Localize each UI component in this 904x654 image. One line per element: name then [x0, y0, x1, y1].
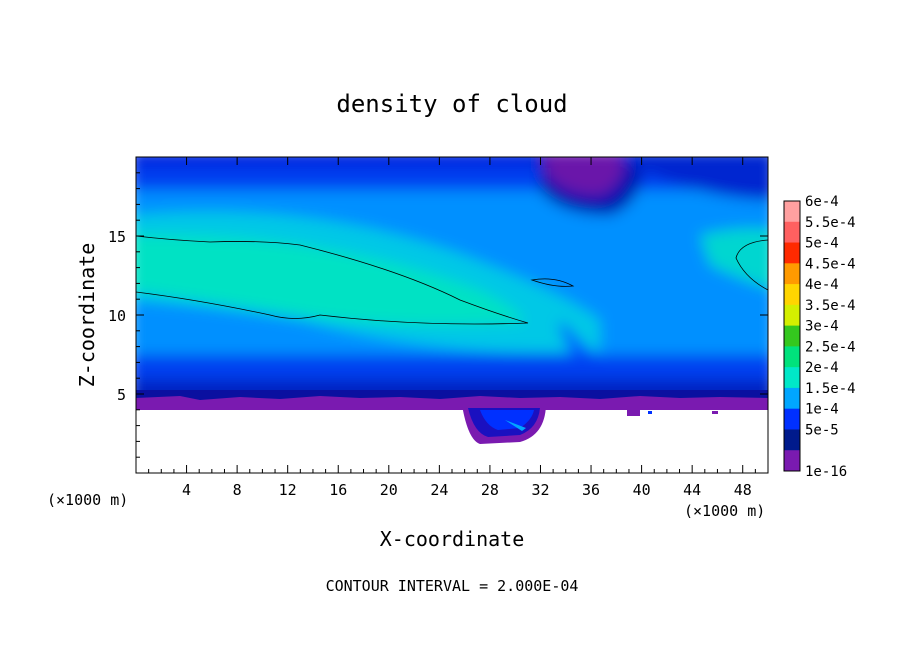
density-field [136, 157, 768, 473]
x-tick-label: 44 [683, 481, 701, 499]
colorbar-swatch [784, 450, 800, 472]
x-tick-label: 4 [182, 481, 191, 499]
colorbar-label: 6e-4 [805, 194, 839, 210]
colorbar-label: 4e-4 [805, 277, 839, 293]
colorbar-swatch [784, 304, 800, 327]
colorbar-swatch [784, 408, 800, 430]
colorbar-swatch [784, 325, 800, 347]
colorbar-label: 3e-4 [805, 319, 839, 335]
colorbar-label: 1.5e-4 [805, 381, 856, 397]
x-tick-label: 24 [430, 481, 448, 499]
y-tick-label: 15 [108, 228, 126, 246]
colorbar-swatch [784, 221, 800, 244]
x-tick-label: 8 [233, 481, 242, 499]
x-unit-right: (×1000 m) [684, 502, 765, 520]
colorbar-frame [783, 200, 801, 472]
colorbar-label: 5e-4 [805, 236, 839, 252]
x-tick-label: 36 [582, 481, 600, 499]
colorbar-swatch [784, 346, 800, 368]
y-tick-label: 10 [108, 307, 126, 325]
y-axis-label: Z-coordinate [75, 243, 99, 388]
colorbar-label: 4.5e-4 [805, 256, 856, 272]
contour-interval-footer: CONTOUR INTERVAL = 2.000E-04 [326, 577, 579, 595]
chart-title: density of cloud [336, 90, 567, 118]
colorbar-label: 1e-4 [805, 402, 839, 418]
colorbar-label: 5.5e-4 [805, 215, 856, 231]
colorbar-swatch [784, 263, 800, 285]
x-tick-label: 16 [329, 481, 347, 499]
x-axis: 4 8 12 16 20 24 28 32 36 40 44 48 [148, 157, 756, 499]
y-tick-label: 5 [117, 386, 126, 404]
colorbar-label: 2e-4 [805, 360, 839, 376]
y-axis: 5 10 15 [108, 172, 768, 458]
colorbar-swatch [784, 284, 800, 306]
colorbar-swatch [784, 367, 800, 389]
colorbar-label: 2.5e-4 [805, 339, 856, 355]
colorbar-label: 5e-5 [805, 422, 839, 438]
x-tick-label: 12 [279, 481, 297, 499]
colorbar: 6e-4 5.5e-4 5e-4 4.5e-4 4e-4 3.5e-4 3e-4 2.5e-4… [783, 194, 856, 480]
colorbar-label: 3.5e-4 [805, 298, 856, 314]
x-tick-label: 32 [531, 481, 549, 499]
colorbar-swatch [784, 201, 800, 223]
x-tick-label: 40 [633, 481, 651, 499]
colorbar-swatch [784, 242, 800, 264]
x-tick-label: 48 [734, 481, 752, 499]
x-tick-label: 28 [481, 481, 499, 499]
x-unit-left: (×1000 m) [47, 491, 128, 509]
colorbar-swatch [784, 387, 800, 410]
colorbar-label: 1e-16 [805, 464, 847, 480]
x-axis-label: X-coordinate [380, 527, 525, 551]
colorbar-swatch [784, 429, 800, 451]
x-tick-label: 20 [380, 481, 398, 499]
